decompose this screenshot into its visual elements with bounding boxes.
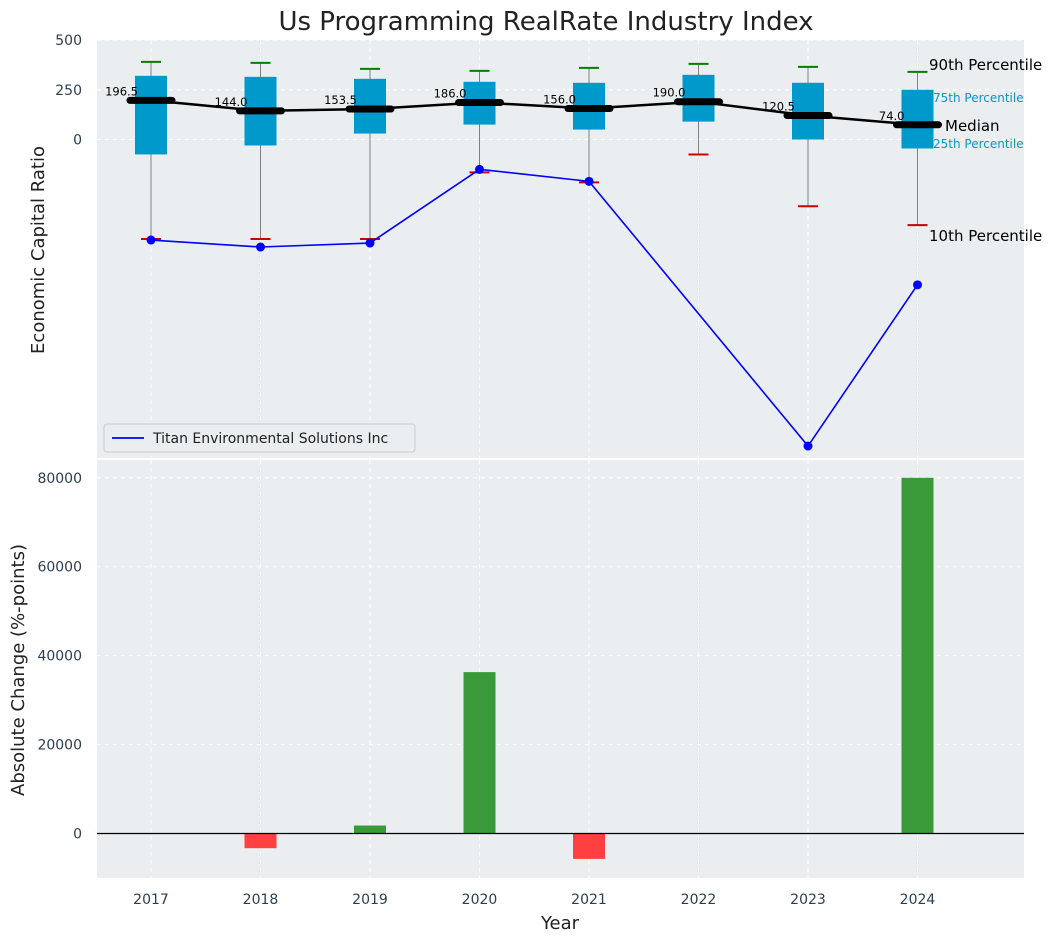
- bottom-y-tick-label: 60000: [37, 560, 82, 576]
- change-bars: [244, 477, 934, 859]
- p75-label: 75th Percentile: [933, 91, 1024, 105]
- iqr-box: [901, 89, 934, 149]
- x-axis-label: Year: [540, 913, 580, 934]
- median-value-labels: 196.5 144.0 153.5 186.0 156.0 190.0 120.5 74.0: [105, 84, 904, 122]
- bottom-y-tick-label: 40000: [37, 649, 82, 665]
- top-panel: 0 250 500 196.5 144.0 153.5 186.0 156.0 190.0 12…: [28, 7, 1042, 458]
- x-tick-label: 2019: [352, 892, 388, 908]
- change-bar: [463, 672, 496, 834]
- company-point: [475, 164, 484, 174]
- median-value-label: 186.0: [434, 87, 467, 101]
- median-value-label: 153.5: [324, 93, 357, 107]
- iqr-box: [135, 75, 167, 155]
- company-point: [256, 242, 265, 252]
- median-trend: [126, 96, 942, 129]
- change-bar: [244, 833, 277, 849]
- company-point: [365, 238, 375, 248]
- x-tick-label: 2021: [571, 892, 607, 908]
- median-value-label: 74.0: [879, 109, 905, 123]
- median-value-label: 190.0: [653, 86, 686, 100]
- company-point: [146, 235, 156, 245]
- bottom-y-ticks: 0 20000 40000 60000 80000: [37, 471, 82, 843]
- x-tick-label: 2020: [462, 892, 498, 908]
- chart-title: Us Programming RealRate Industry Index: [278, 7, 813, 37]
- x-tick-label: 2023: [790, 892, 826, 908]
- legend: Titan Environmental Solutions Inc: [103, 423, 416, 453]
- x-tick-label: 2018: [243, 892, 279, 908]
- top-y-axis-label: Economic Capital Ratio: [28, 146, 49, 354]
- p10-label: 10th Percentile: [929, 227, 1042, 245]
- company-series: [146, 164, 922, 451]
- p90-label: 90th Percentile: [929, 56, 1042, 74]
- bottom-plot-area: [97, 460, 1024, 878]
- top-y-tick-label: 0: [73, 133, 82, 149]
- bottom-y-tick-label: 0: [73, 827, 82, 843]
- change-bar: [573, 833, 605, 859]
- bottom-y-axis-label: Absolute Change (%-points): [8, 544, 29, 796]
- company-point: [584, 176, 594, 186]
- p25-label: 25th Percentile: [933, 137, 1024, 151]
- company-point: [913, 280, 922, 290]
- company-point: [803, 441, 813, 451]
- x-tick-label: 2022: [681, 892, 717, 908]
- x-tick-label: 2017: [133, 892, 169, 908]
- legend-label: Titan Environmental Solutions Inc: [152, 431, 388, 447]
- median-value-label: 144.0: [215, 95, 248, 109]
- x-tick-labels: 2017 2018 2019 2020 2021 2022 2023 2024: [133, 892, 935, 908]
- median-value-label: 196.5: [105, 84, 138, 98]
- iqr-box: [792, 82, 824, 140]
- change-bar: [901, 477, 934, 834]
- x-tick-label: 2024: [900, 892, 936, 908]
- change-bar: [354, 825, 386, 834]
- median-value-label: 120.5: [762, 100, 795, 114]
- percentile-labels: 90th Percentile 75th Percentile Median 2…: [929, 56, 1042, 245]
- bottom-y-tick-label: 80000: [37, 471, 82, 487]
- top-y-ticks: 0 250 500: [55, 33, 82, 149]
- median-label: Median: [945, 117, 1000, 135]
- top-y-tick-label: 500: [55, 33, 82, 49]
- bottom-y-tick-label: 20000: [37, 738, 82, 754]
- median-value-label: 156.0: [543, 92, 576, 106]
- top-y-tick-label: 250: [55, 83, 82, 99]
- legend-box: [103, 423, 416, 453]
